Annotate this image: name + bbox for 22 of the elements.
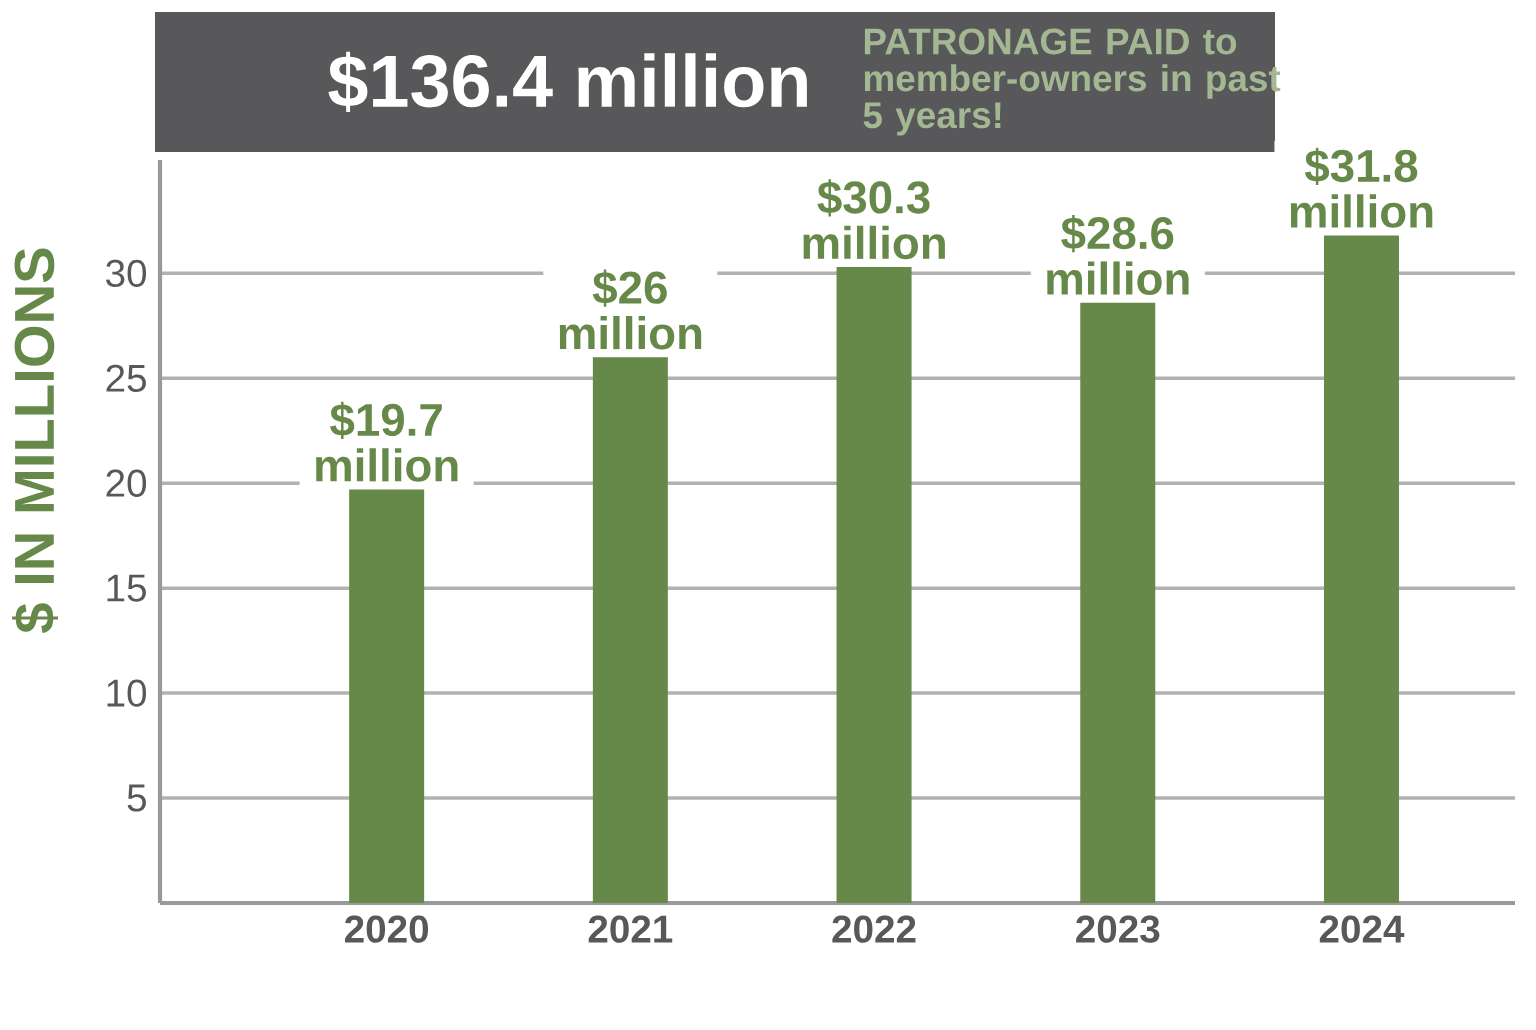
bar (1080, 302, 1156, 903)
y-tick-label: 30 (106, 259, 147, 288)
x-tick-label: 2023 (1076, 915, 1160, 943)
data-label: $31.8 million (1290, 147, 1433, 228)
bar (349, 489, 425, 903)
y-tick-label: 5 (127, 784, 146, 812)
y-tick-label: 10 (107, 679, 147, 707)
chart-title: $136.4 million (328, 51, 807, 113)
x-tick-label: 2020 (344, 915, 429, 943)
y-tick-label: 15 (107, 574, 146, 602)
data-label: $19.7 million (316, 401, 458, 482)
data-label: $28.6 million (1047, 214, 1189, 295)
bar (592, 357, 668, 903)
data-label: $30.3 million (803, 179, 945, 260)
y-tick-label: 25 (106, 364, 146, 392)
x-tick-label: 2021 (588, 915, 673, 943)
x-tick-label: 2024 (1319, 915, 1405, 943)
y-axis-title: $ IN MILLIONS (12, 248, 58, 633)
bar (1323, 235, 1399, 903)
data-label: $26 million (559, 269, 702, 350)
y-tick-label: 20 (106, 469, 147, 497)
x-tick-label: 2022 (832, 915, 916, 943)
